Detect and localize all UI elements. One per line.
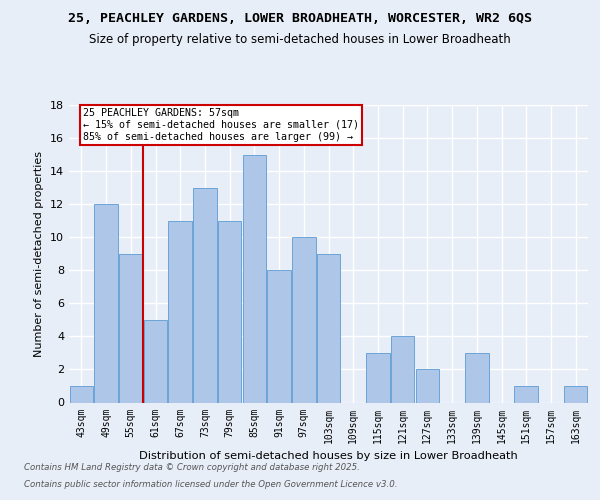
Bar xyxy=(416,370,439,402)
Bar xyxy=(169,220,192,402)
Bar xyxy=(465,353,488,403)
Text: Size of property relative to semi-detached houses in Lower Broadheath: Size of property relative to semi-detach… xyxy=(89,32,511,46)
Bar xyxy=(70,386,93,402)
X-axis label: Distribution of semi-detached houses by size in Lower Broadheath: Distribution of semi-detached houses by … xyxy=(139,451,518,461)
Text: 25 PEACHLEY GARDENS: 57sqm
← 15% of semi-detached houses are smaller (17)
85% of: 25 PEACHLEY GARDENS: 57sqm ← 15% of semi… xyxy=(83,108,359,142)
Y-axis label: Number of semi-detached properties: Number of semi-detached properties xyxy=(34,151,44,357)
Bar xyxy=(317,254,340,402)
Bar xyxy=(218,220,241,402)
Bar xyxy=(391,336,415,402)
Bar xyxy=(119,254,143,402)
Bar xyxy=(268,270,291,402)
Bar xyxy=(94,204,118,402)
Text: Contains HM Land Registry data © Crown copyright and database right 2025.: Contains HM Land Registry data © Crown c… xyxy=(24,464,360,472)
Text: Contains public sector information licensed under the Open Government Licence v3: Contains public sector information licen… xyxy=(24,480,398,489)
Text: 25, PEACHLEY GARDENS, LOWER BROADHEATH, WORCESTER, WR2 6QS: 25, PEACHLEY GARDENS, LOWER BROADHEATH, … xyxy=(68,12,532,26)
Bar xyxy=(242,154,266,402)
Bar xyxy=(144,320,167,402)
Bar xyxy=(564,386,587,402)
Bar xyxy=(366,353,389,403)
Bar xyxy=(193,188,217,402)
Bar xyxy=(292,237,316,402)
Bar xyxy=(514,386,538,402)
